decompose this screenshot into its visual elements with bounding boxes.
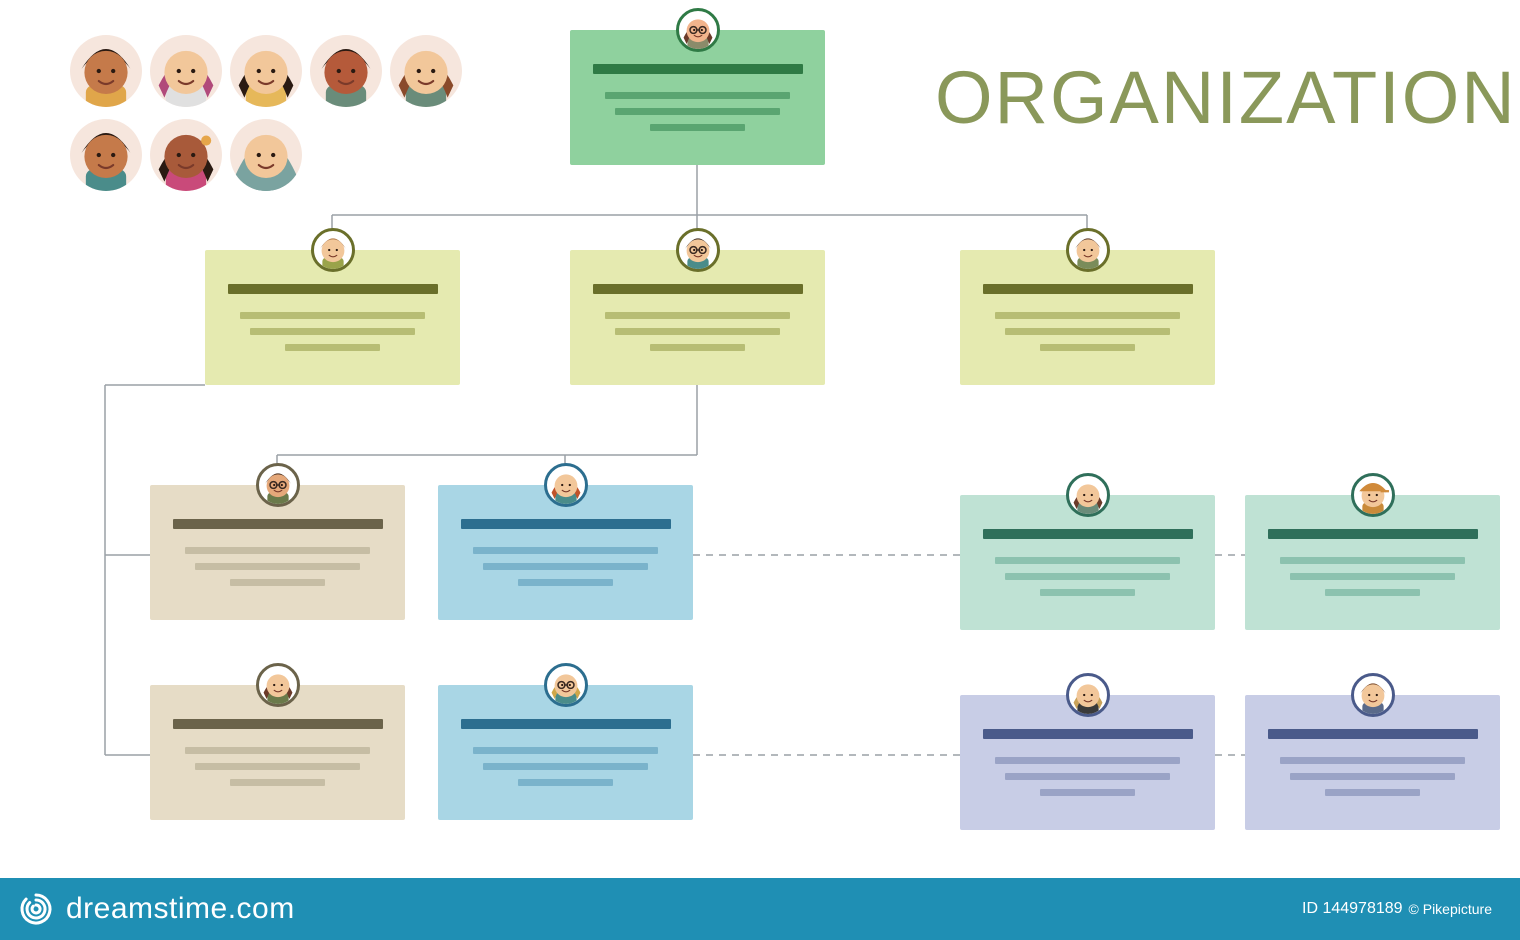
name-placeholder-bar [983, 529, 1193, 539]
gallery-avatar-icon [70, 35, 142, 107]
person-avatar-icon [676, 8, 720, 52]
org-node-l4d [1245, 695, 1500, 830]
text-placeholder-bar [605, 92, 790, 99]
name-placeholder-bar [593, 64, 803, 74]
text-placeholder-bar [473, 547, 658, 554]
org-node-mgr2 [570, 250, 825, 385]
text-placeholder-bar [615, 328, 780, 335]
name-placeholder-bar [1268, 529, 1478, 539]
org-node-mgr1 [205, 250, 460, 385]
text-placeholder-bar [615, 108, 780, 115]
text-placeholder-bar [285, 344, 380, 351]
text-placeholder-bar [250, 328, 415, 335]
person-avatar-icon [1351, 673, 1395, 717]
gallery-avatar-icon [230, 35, 302, 107]
image-id: ID 144978189 [1302, 900, 1403, 918]
text-placeholder-bar [1290, 573, 1455, 580]
person-avatar-icon [311, 228, 355, 272]
person-avatar-icon [256, 463, 300, 507]
gallery-avatar-icon [150, 119, 222, 191]
org-node-l3a [150, 485, 405, 620]
gallery-avatar-icon [150, 35, 222, 107]
org-node-l4c [960, 695, 1215, 830]
text-placeholder-bar [650, 344, 745, 351]
person-avatar-icon [544, 663, 588, 707]
name-placeholder-bar [173, 719, 383, 729]
org-node-l4a [150, 685, 405, 820]
text-placeholder-bar [995, 557, 1180, 564]
org-node-l3c [960, 495, 1215, 630]
person-avatar-icon [544, 463, 588, 507]
name-placeholder-bar [173, 519, 383, 529]
text-placeholder-bar [1040, 344, 1135, 351]
org-node-l3b [438, 485, 693, 620]
person-avatar-icon [1351, 473, 1395, 517]
person-avatar-icon [1066, 228, 1110, 272]
text-placeholder-bar [518, 579, 613, 586]
text-placeholder-bar [1040, 589, 1135, 596]
person-avatar-icon [256, 663, 300, 707]
org-node-ceo [570, 30, 825, 165]
text-placeholder-bar [1325, 789, 1420, 796]
text-placeholder-bar [483, 563, 648, 570]
text-placeholder-bar [995, 757, 1180, 764]
org-node-l3d [1245, 495, 1500, 630]
gallery-avatar-icon [70, 119, 142, 191]
text-placeholder-bar [1005, 573, 1170, 580]
text-placeholder-bar [1280, 557, 1465, 564]
gallery-avatar-icon [390, 35, 462, 107]
page-title: ORGANIZATION [935, 55, 1517, 140]
text-placeholder-bar [240, 312, 425, 319]
person-avatar-icon [1066, 673, 1110, 717]
brand-text: dreamstime.com [66, 892, 295, 926]
gallery-avatar-icon [310, 35, 382, 107]
swirl-icon [18, 891, 54, 927]
text-placeholder-bar [230, 779, 325, 786]
text-placeholder-bar [1280, 757, 1465, 764]
footer-meta: ID 144978189 © Pikepicture [1302, 900, 1492, 918]
name-placeholder-bar [1268, 729, 1478, 739]
text-placeholder-bar [1325, 589, 1420, 596]
text-placeholder-bar [195, 763, 360, 770]
text-placeholder-bar [185, 747, 370, 754]
text-placeholder-bar [518, 779, 613, 786]
person-avatar-icon [1066, 473, 1110, 517]
name-placeholder-bar [593, 284, 803, 294]
org-node-mgr3 [960, 250, 1215, 385]
text-placeholder-bar [1290, 773, 1455, 780]
name-placeholder-bar [461, 719, 671, 729]
org-chart-canvas: ORGANIZATION [0, 0, 1520, 940]
text-placeholder-bar [1005, 773, 1170, 780]
name-placeholder-bar [983, 284, 1193, 294]
person-avatar-icon [676, 228, 720, 272]
text-placeholder-bar [483, 763, 648, 770]
text-placeholder-bar [195, 563, 360, 570]
text-placeholder-bar [1005, 328, 1170, 335]
text-placeholder-bar [473, 747, 658, 754]
name-placeholder-bar [461, 519, 671, 529]
text-placeholder-bar [185, 547, 370, 554]
text-placeholder-bar [230, 579, 325, 586]
name-placeholder-bar [983, 729, 1193, 739]
text-placeholder-bar [650, 124, 745, 131]
copyright: © Pikepicture [1409, 901, 1492, 917]
text-placeholder-bar [995, 312, 1180, 319]
org-node-l4b [438, 685, 693, 820]
name-placeholder-bar [228, 284, 438, 294]
text-placeholder-bar [605, 312, 790, 319]
gallery-avatar-icon [230, 119, 302, 191]
text-placeholder-bar [1040, 789, 1135, 796]
watermark-footer: dreamstime.com ID 144978189 © Pikepictur… [0, 878, 1520, 940]
